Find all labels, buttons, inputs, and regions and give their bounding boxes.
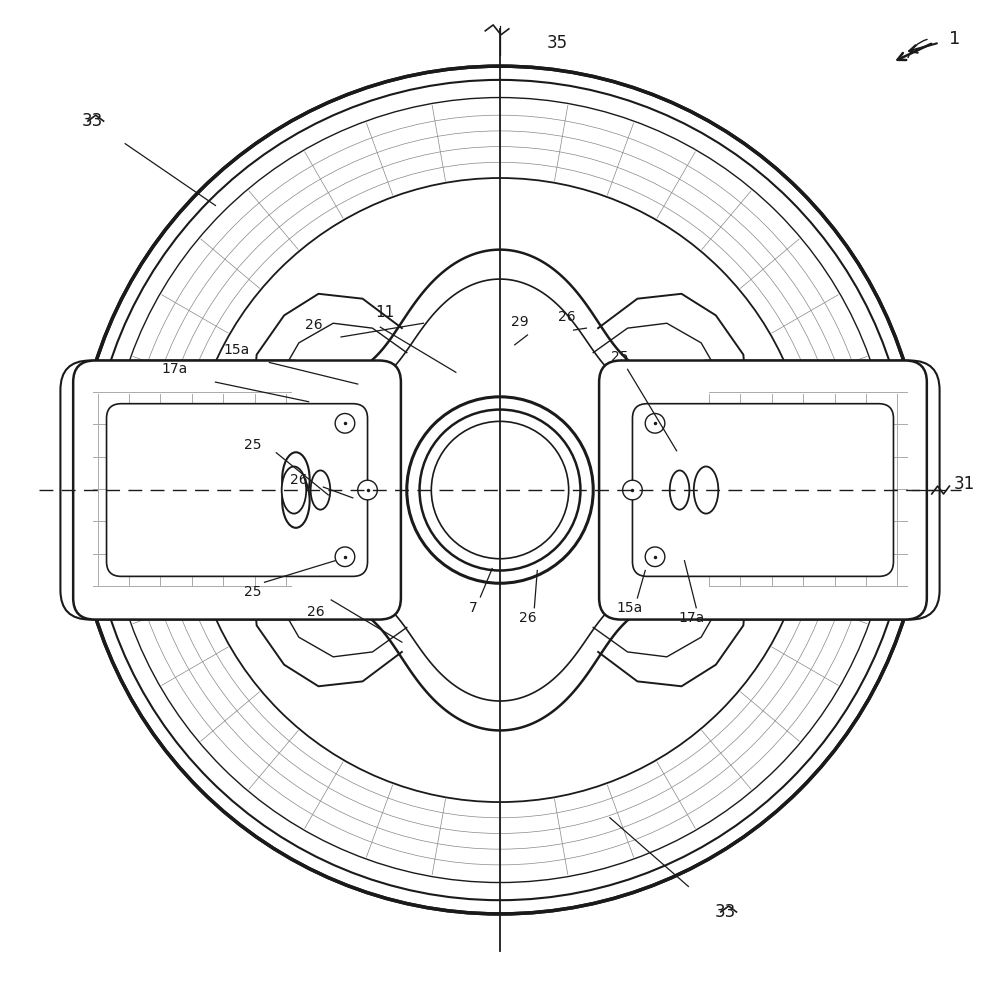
Text: 25: 25 xyxy=(611,349,628,364)
Ellipse shape xyxy=(694,466,718,514)
FancyBboxPatch shape xyxy=(107,403,368,577)
Circle shape xyxy=(335,547,355,567)
Text: 25: 25 xyxy=(244,585,261,599)
FancyBboxPatch shape xyxy=(632,403,893,577)
Circle shape xyxy=(335,413,355,433)
Circle shape xyxy=(358,480,377,500)
Text: 29: 29 xyxy=(511,315,528,330)
Text: 1: 1 xyxy=(949,30,961,47)
Text: 26: 26 xyxy=(305,318,322,333)
FancyBboxPatch shape xyxy=(599,360,927,620)
Text: 17a: 17a xyxy=(678,611,704,625)
Text: 33: 33 xyxy=(715,903,736,921)
Text: 17a: 17a xyxy=(161,362,187,376)
Polygon shape xyxy=(265,279,735,701)
Text: 26: 26 xyxy=(519,611,536,625)
Ellipse shape xyxy=(311,470,330,510)
Text: 15a: 15a xyxy=(224,342,250,357)
Text: 26: 26 xyxy=(307,605,324,619)
Ellipse shape xyxy=(670,470,689,510)
Text: 26: 26 xyxy=(290,473,308,487)
Text: 31: 31 xyxy=(953,475,975,493)
FancyBboxPatch shape xyxy=(73,360,401,620)
Text: 15a: 15a xyxy=(616,601,643,615)
Circle shape xyxy=(76,66,924,914)
FancyBboxPatch shape xyxy=(60,360,320,620)
Text: 26: 26 xyxy=(558,310,576,325)
Circle shape xyxy=(645,413,665,433)
Ellipse shape xyxy=(282,466,306,514)
Circle shape xyxy=(431,421,569,559)
Text: 33: 33 xyxy=(82,112,103,130)
Text: 35: 35 xyxy=(547,33,568,51)
Text: 25: 25 xyxy=(244,438,261,452)
Ellipse shape xyxy=(282,474,310,527)
Text: 11: 11 xyxy=(376,305,395,320)
FancyBboxPatch shape xyxy=(680,360,940,620)
Text: 7: 7 xyxy=(469,601,478,615)
Ellipse shape xyxy=(282,453,310,506)
Circle shape xyxy=(645,547,665,567)
Polygon shape xyxy=(235,250,765,730)
Circle shape xyxy=(623,480,642,500)
